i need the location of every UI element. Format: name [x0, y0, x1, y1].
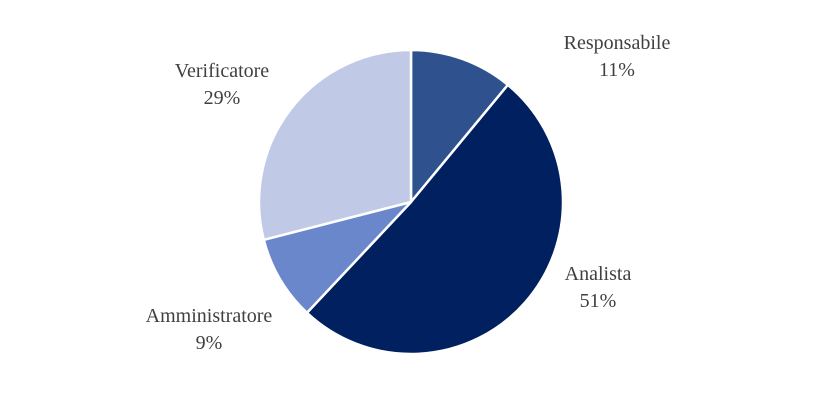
slice-label-amministratore: Amministratore	[146, 305, 273, 327]
pie-slice-responsabile	[409, 48, 510, 204]
slice-value-analista: 51%	[580, 290, 617, 312]
slice-label-analista: Analista	[565, 263, 632, 285]
slice-label-verificatore: Verificatore	[175, 60, 270, 82]
slice-value-amministratore: 9%	[196, 332, 223, 354]
pie-slices	[257, 48, 565, 356]
pie-slice-analista	[305, 83, 565, 356]
slice-label-responsabile: Responsabile	[564, 32, 671, 54]
pie-slice-amministratore	[262, 200, 413, 315]
pie-labels: Responsabile 11% Analista 51% Amministratore…	[146, 32, 671, 354]
pie-slice-verificatore	[257, 48, 413, 242]
slice-value-verificatore: 29%	[204, 87, 241, 109]
slice-value-responsabile: 11%	[599, 59, 635, 81]
